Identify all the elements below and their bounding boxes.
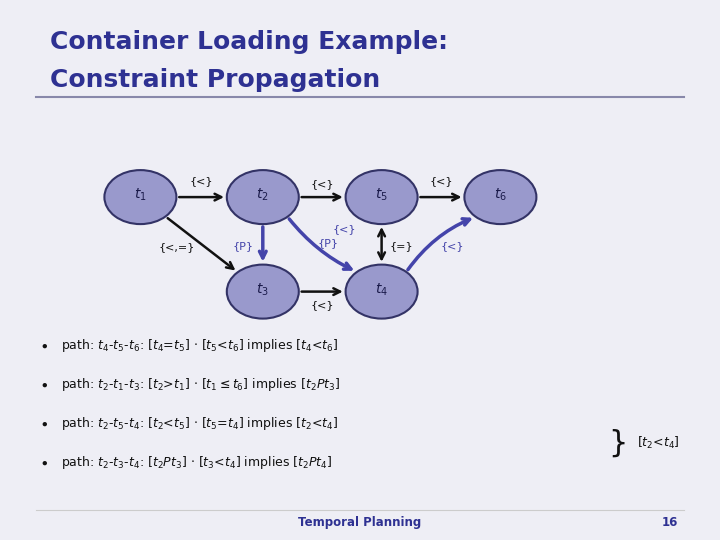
Text: $\bullet$: $\bullet$ [39,377,48,392]
Text: {<}: {<} [311,300,334,310]
Text: $t_2$: $t_2$ [256,187,269,203]
Text: $t_6$: $t_6$ [494,187,507,203]
Text: {<}: {<} [430,176,453,186]
FancyArrowPatch shape [302,288,340,295]
Text: [$t_2$<$t_4$]: [$t_2$<$t_4$] [637,435,680,451]
Text: 16: 16 [662,516,678,529]
Text: Constraint Propagation: Constraint Propagation [50,68,381,91]
Text: {<,=}: {<,=} [158,242,194,252]
FancyArrowPatch shape [302,194,340,200]
FancyArrowPatch shape [259,227,266,258]
Text: $\bullet$: $\bullet$ [39,455,48,470]
Text: path: $t_2$-$t_1$-$t_3$: [$t_2$>$t_1$] $\cdot$ [$t_1$$\leq$$t_6$] implies [$t_2P: path: $t_2$-$t_1$-$t_3$: [$t_2$>$t_1$] $… [61,376,341,393]
Circle shape [104,170,176,224]
Circle shape [227,170,299,224]
FancyArrowPatch shape [289,219,351,269]
Text: $\bullet$: $\bullet$ [39,416,48,431]
Circle shape [346,170,418,224]
Text: $\bullet$: $\bullet$ [39,338,48,353]
FancyArrowPatch shape [179,194,221,200]
Text: {=}: {=} [390,241,413,251]
Text: path: $t_4$-$t_5$-$t_6$: [$t_4$=$t_5$] $\cdot$ [$t_5$<$t_6$] implies [$t_4$<$t_6: path: $t_4$-$t_5$-$t_6$: [$t_4$=$t_5$] $… [61,337,338,354]
Text: path: $t_2$-$t_3$-$t_4$: [$t_2Pt_3$] $\cdot$ [$t_3$<$t_4$] implies [$t_2Pt_4$]: path: $t_2$-$t_3$-$t_4$: [$t_2Pt_3$] $\c… [61,454,333,471]
Text: path: $t_2$-$t_5$-$t_4$: [$t_2$<$t_5$] $\cdot$ [$t_5$=$t_4$] implies [$t_2$<$t_4: path: $t_2$-$t_5$-$t_4$: [$t_2$<$t_5$] $… [61,415,338,432]
Circle shape [346,265,418,319]
Text: $t_3$: $t_3$ [256,281,269,298]
Text: }: } [608,428,628,457]
FancyArrowPatch shape [378,230,385,259]
Text: $t_5$: $t_5$ [375,187,388,203]
FancyArrowPatch shape [420,194,459,200]
FancyArrowPatch shape [168,218,233,269]
Text: {<}: {<} [311,179,334,188]
Text: $t_4$: $t_4$ [375,281,388,298]
Text: $t_1$: $t_1$ [134,187,147,203]
Text: {<}: {<} [333,225,356,234]
Circle shape [464,170,536,224]
Text: Temporal Planning: Temporal Planning [298,516,422,529]
Text: {<}: {<} [190,176,213,186]
FancyArrowPatch shape [408,219,469,269]
Text: {P}: {P} [233,241,254,251]
Text: {<}: {<} [441,241,464,251]
Circle shape [227,265,299,319]
Text: {P}: {P} [317,238,338,248]
Text: Container Loading Example:: Container Loading Example: [50,30,449,53]
